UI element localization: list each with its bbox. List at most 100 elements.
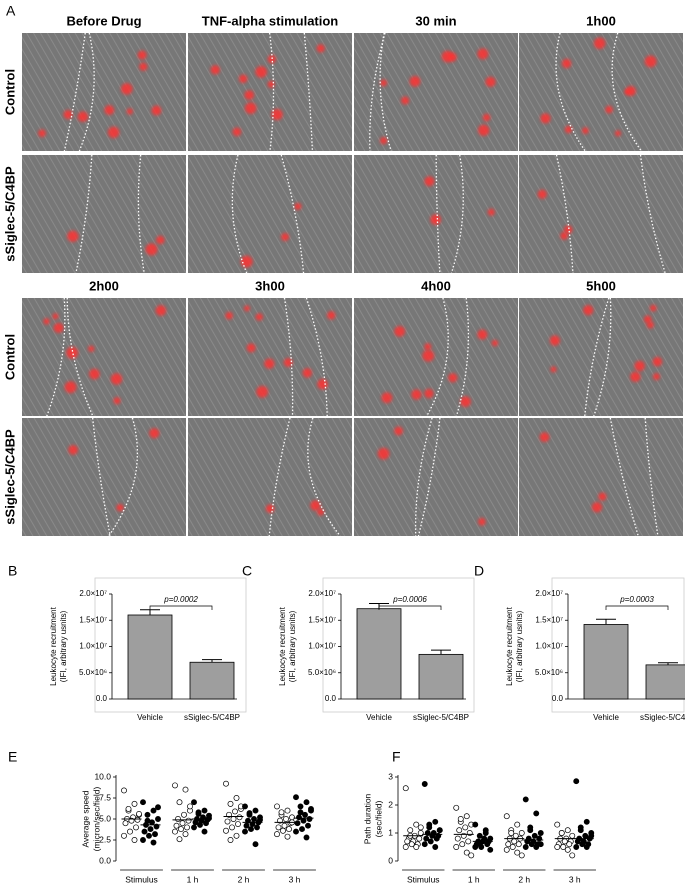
data-point [275, 824, 282, 831]
data-point [577, 824, 584, 831]
data-point [476, 832, 483, 839]
vessel-border [555, 33, 586, 151]
data-point [518, 830, 525, 836]
data-point [172, 782, 178, 789]
data-point [144, 811, 151, 818]
y-tick-label: 5.0×10⁶ [79, 668, 107, 677]
micrograph-content [188, 33, 352, 151]
cell [126, 108, 133, 115]
data-point [252, 807, 259, 814]
data-point [223, 780, 229, 787]
cell [139, 62, 148, 71]
data-point [579, 841, 586, 848]
y-tick-label: 5.0×10⁶ [308, 668, 336, 677]
cell [238, 74, 248, 83]
cell [441, 50, 454, 63]
cell [563, 225, 573, 234]
data-point [421, 781, 428, 787]
panel-label: F [392, 749, 401, 765]
data-point [503, 846, 510, 853]
micrograph [188, 33, 352, 151]
vessel-border [303, 33, 314, 151]
y-tick-label: 7.5 [99, 792, 111, 802]
micrograph-shade [188, 298, 352, 416]
data-point [306, 816, 313, 822]
data-point [150, 839, 157, 846]
x-tick-label: 2 h [238, 874, 250, 884]
data-point [133, 824, 139, 831]
data-point [528, 841, 535, 848]
cell [422, 349, 435, 362]
y-axis-label: Average speed [80, 790, 90, 847]
bar [583, 624, 629, 700]
data-point [227, 837, 234, 843]
column-title: 2h00 [89, 278, 119, 293]
cell [113, 397, 121, 405]
vessel-border [555, 155, 574, 273]
micrograph-content [354, 418, 518, 536]
x-tick-label: Stimulus [407, 874, 440, 884]
data-point [482, 827, 489, 834]
data-point [454, 835, 461, 842]
cell [265, 504, 275, 513]
vessel-border [369, 33, 386, 151]
vessel-border [435, 155, 441, 273]
cell [549, 335, 561, 346]
micrograph-bg [22, 33, 186, 151]
p-value: p=0.0006 [392, 595, 427, 604]
data-point [274, 803, 280, 810]
data-point [230, 816, 237, 822]
micrograph-shade [22, 33, 186, 151]
data-point [293, 794, 299, 801]
data-point [206, 815, 212, 822]
data-point [224, 818, 231, 825]
cell [255, 313, 263, 321]
data-point [191, 799, 197, 806]
data-point [413, 844, 420, 850]
vessel-border [66, 298, 94, 416]
data-point [413, 821, 420, 828]
data-point [182, 786, 189, 793]
cell [634, 360, 645, 372]
micrograph [354, 418, 518, 536]
cell [411, 389, 422, 400]
micrograph [188, 418, 352, 536]
vessel-border [63, 33, 86, 151]
cell [137, 50, 147, 60]
cell [477, 48, 489, 60]
cell [232, 127, 242, 137]
y-tick-label: 2.0×10⁷ [535, 589, 563, 598]
micrograph-shade [519, 298, 683, 416]
data-point [402, 785, 409, 792]
cell [316, 44, 325, 53]
data-point [303, 799, 310, 806]
vessel-border [417, 418, 441, 536]
cell [121, 83, 133, 95]
data-point [509, 844, 516, 850]
y-tick-label: 1.5×10⁷ [308, 615, 336, 624]
cell [326, 311, 336, 320]
micrograph-shade [188, 418, 352, 536]
y-axis-label: Leukocyte recruitment [505, 606, 514, 685]
cell [283, 358, 293, 367]
data-point [243, 822, 250, 829]
bar [127, 614, 173, 700]
micrograph-bg [354, 33, 518, 151]
data-point [141, 828, 148, 835]
data-point [514, 849, 521, 856]
cell [564, 125, 573, 134]
data-point [518, 852, 525, 859]
x-tick-label: 1 h [187, 874, 199, 884]
micrograph-content [354, 298, 518, 416]
x-tick-label: Vehicle [366, 713, 392, 722]
data-point [573, 778, 580, 785]
data-point [407, 827, 414, 834]
data-point [558, 830, 565, 836]
cell [460, 396, 471, 407]
cell [478, 517, 486, 526]
cell [244, 102, 257, 114]
micrograph [519, 33, 683, 151]
x-tick-label: Vehicle [137, 713, 163, 722]
data-point [201, 828, 208, 835]
vessel-border [268, 418, 291, 536]
